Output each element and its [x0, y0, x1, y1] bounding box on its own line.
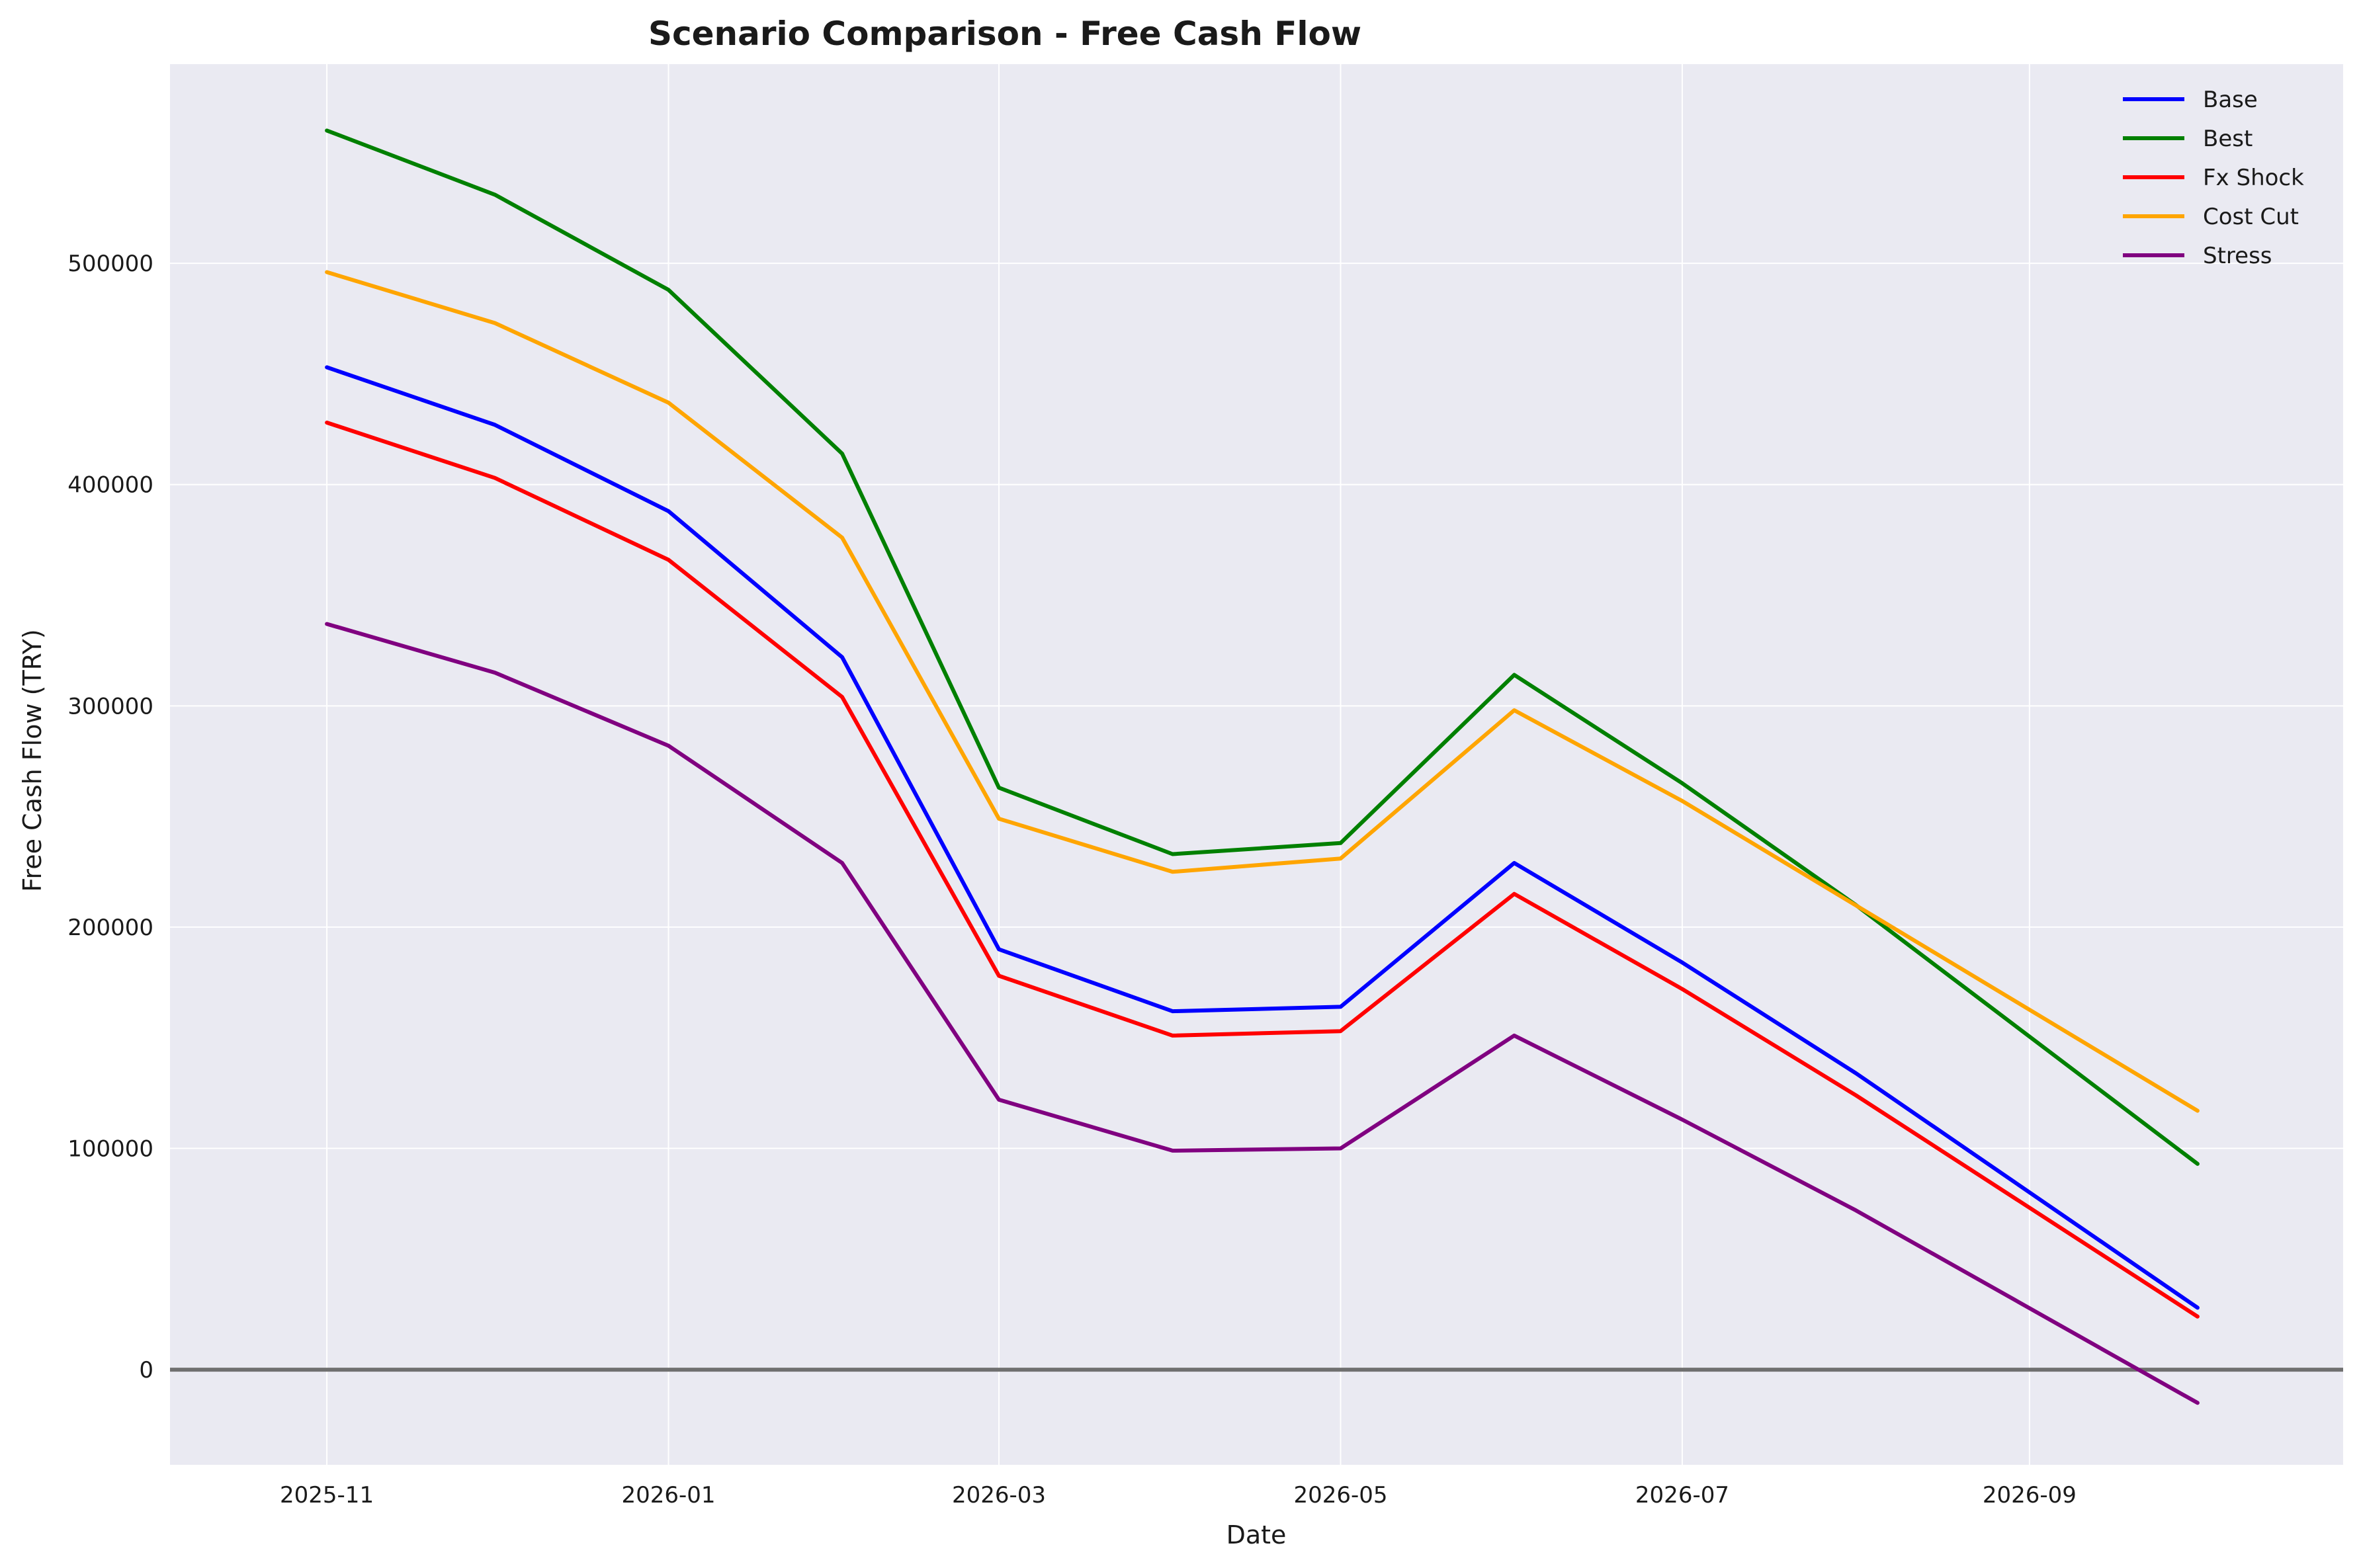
x-tick-label: 2026-09 — [1983, 1482, 2077, 1508]
y-tick-label: 200000 — [67, 915, 153, 941]
x-tick-label: 2025-11 — [280, 1482, 374, 1508]
x-tick-label: 2026-07 — [1635, 1482, 1729, 1508]
x-axis-ticks: 2025-11 2026-01 2026-03 2026-05 2026-07 2026-… — [280, 1482, 2077, 1508]
legend-label: Stress — [2203, 243, 2272, 269]
series-line-fx-shock — [325, 421, 2200, 1319]
y-tick-label: 400000 — [67, 472, 153, 499]
series-lines — [325, 128, 2200, 1405]
legend-label: Base — [2203, 87, 2258, 113]
y-tick-label: 0 — [139, 1357, 153, 1383]
legend-label: Cost Cut — [2203, 204, 2299, 230]
chart-title: Scenario Comparison - Free Cash Flow — [648, 15, 1361, 53]
x-axis-label: Date — [1226, 1520, 1287, 1549]
legend-label: Fx Shock — [2203, 165, 2304, 191]
x-tick-label: 2026-01 — [621, 1482, 715, 1508]
y-axis-label: Free Cash Flow (TRY) — [18, 629, 47, 891]
x-tick-label: 2026-05 — [1293, 1482, 1387, 1508]
y-axis-ticks: 0 100000 200000 300000 400000 500000 — [67, 251, 153, 1383]
legend-label: Best — [2203, 126, 2253, 152]
series-line-cost-cut — [325, 270, 2200, 1113]
series-line-base — [325, 365, 2200, 1310]
y-tick-label: 500000 — [67, 251, 153, 277]
series-line-best — [325, 128, 2200, 1166]
plot-area — [170, 64, 2343, 1465]
series-line-stress — [325, 622, 2200, 1405]
y-tick-label: 100000 — [67, 1136, 153, 1163]
y-tick-label: 300000 — [67, 693, 153, 720]
x-tick-label: 2026-03 — [952, 1482, 1046, 1508]
legend: Base Best Fx Shock Cost Cut Stress — [2123, 87, 2304, 269]
